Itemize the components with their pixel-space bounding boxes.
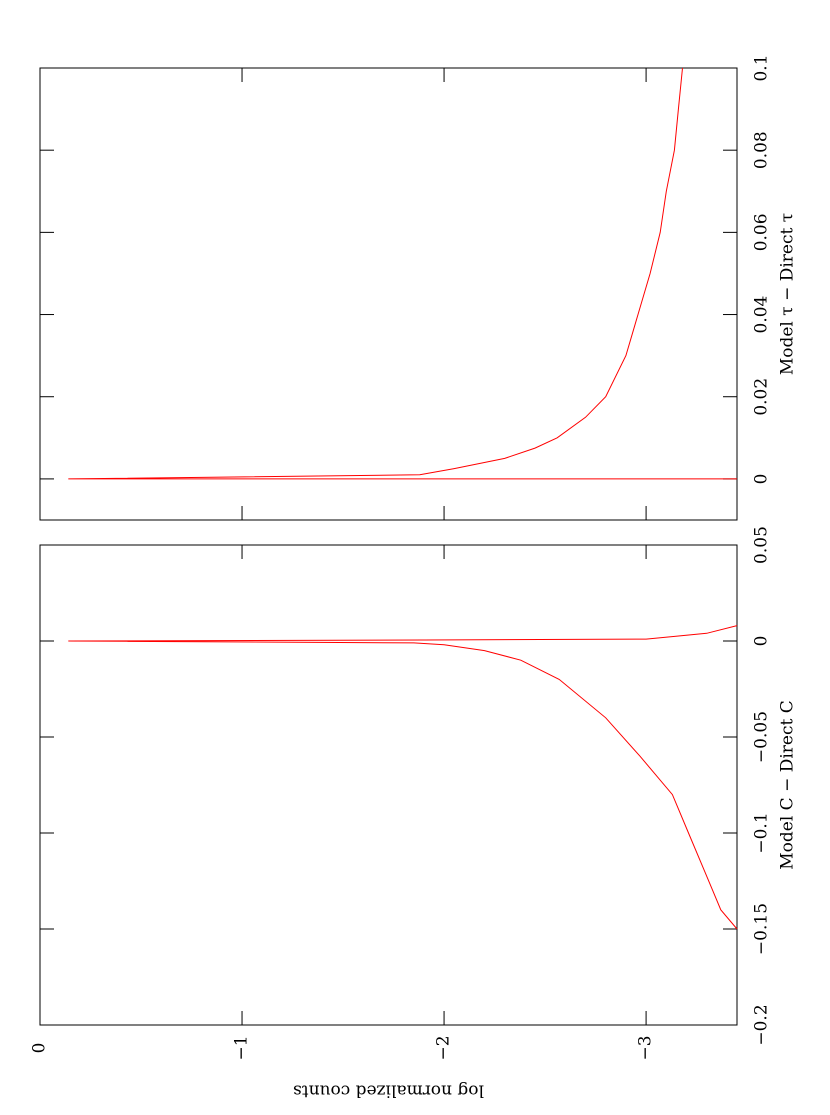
x-tick-label: 0.02 — [752, 378, 772, 416]
x-axis-label: Model C − Direct C — [778, 700, 798, 870]
x-tick-label: 0 — [752, 473, 772, 484]
x-axis-label: Model τ − Direct τ — [778, 213, 798, 375]
x-tick-label: −0.05 — [752, 711, 772, 763]
x-tick-label: 0 — [752, 636, 772, 647]
y-tick-label: 0 — [30, 1043, 50, 1054]
x-tick-label: −0.2 — [752, 1004, 772, 1045]
y-tick-label: −3 — [636, 1035, 656, 1060]
x-tick-label: 0.1 — [752, 54, 772, 81]
y-tick-label: −2 — [434, 1035, 454, 1060]
x-tick-label: 0.06 — [752, 213, 772, 251]
y-axis-label: log normalized counts — [293, 1081, 484, 1101]
data-line — [68, 625, 738, 930]
x-tick-label: −0.15 — [752, 903, 772, 955]
x-tick-label: −0.1 — [752, 812, 772, 853]
plot-frame — [39, 544, 738, 1026]
x-tick-label: 0.05 — [752, 526, 772, 564]
data-line — [68, 67, 737, 480]
y-tick-label: −1 — [232, 1035, 252, 1060]
plot-frame — [39, 67, 738, 521]
x-tick-label: 0.04 — [752, 296, 772, 334]
x-tick-label: 0.08 — [752, 131, 772, 169]
